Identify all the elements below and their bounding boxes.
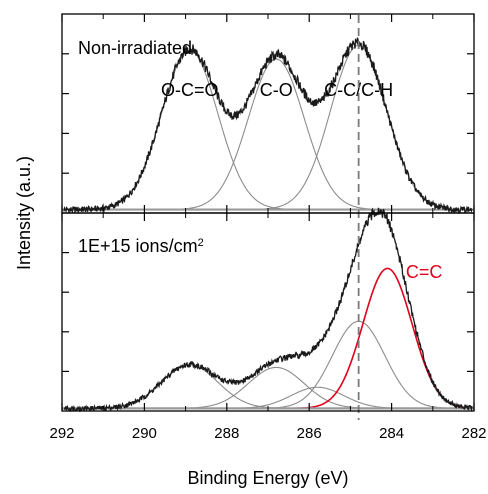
fit-component-2-5 [62, 267, 475, 410]
panel-1-label: Non-irradiated [78, 38, 192, 58]
x-tick-label: 284 [379, 425, 404, 442]
x-tick-label: 292 [49, 425, 74, 442]
fit-component-1-3 [62, 44, 475, 211]
x-tick-label: 290 [132, 425, 157, 442]
panel-1-spectrum [63, 37, 473, 215]
panel-2-label: 1E+15 ions/cm2 [78, 236, 204, 256]
fit-component-2-2 [62, 366, 474, 409]
x-axis-title: Binding Energy (eV) [187, 468, 348, 488]
fit-component-2-1 [62, 364, 474, 409]
fit-component-1-1 [62, 49, 474, 211]
peak-label-1-1: O-C=O [161, 80, 219, 100]
x-tick-label: 282 [461, 425, 486, 442]
peak-label-1-3: C-C/C-H [324, 80, 393, 100]
y-axis-title: Intensity (a.u.) [14, 156, 34, 270]
peak-label-1-2: C-O [260, 80, 293, 100]
panel-2-spectrum [63, 207, 473, 413]
x-tick-label: 286 [297, 425, 322, 442]
peak-label-2-1: C=C [406, 262, 443, 282]
x-tick-label: 288 [214, 425, 239, 442]
